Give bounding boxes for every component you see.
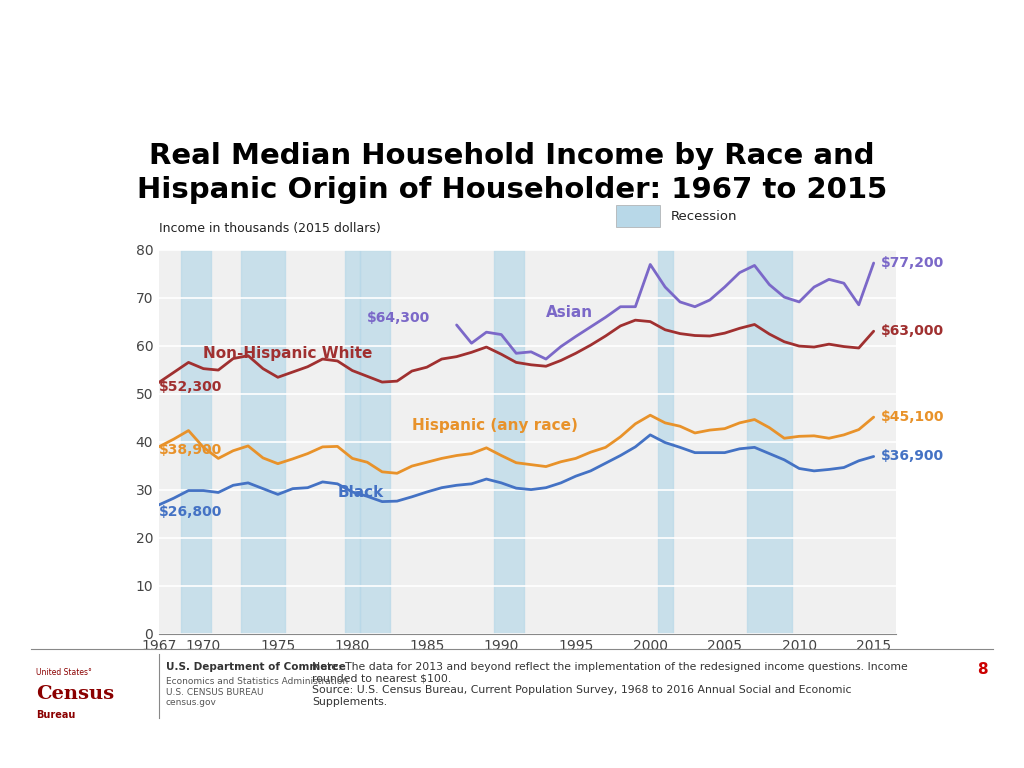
Text: $77,200: $77,200 bbox=[881, 256, 944, 270]
Text: $52,300: $52,300 bbox=[159, 380, 222, 394]
Text: Non-Hispanic White: Non-Hispanic White bbox=[204, 346, 373, 361]
FancyBboxPatch shape bbox=[615, 205, 660, 227]
Bar bbox=[181, 250, 211, 634]
Bar bbox=[241, 250, 286, 634]
Text: Hispanic (any race): Hispanic (any race) bbox=[412, 418, 578, 432]
Text: Recession: Recession bbox=[671, 210, 737, 223]
Text: Asian: Asian bbox=[546, 305, 593, 319]
Bar bbox=[657, 250, 673, 634]
Text: Economics and Statistics Administration
U.S. CENSUS BUREAU
census.gov: Economics and Statistics Administration … bbox=[166, 677, 348, 707]
Text: $45,100: $45,100 bbox=[881, 410, 944, 424]
Text: Census: Census bbox=[36, 685, 114, 703]
Text: Real Median Household Income by Race and
Hispanic Origin of Householder: 1967 to: Real Median Household Income by Race and… bbox=[137, 142, 887, 204]
Text: $64,300: $64,300 bbox=[368, 310, 430, 325]
Text: $26,800: $26,800 bbox=[159, 505, 222, 519]
Text: Note: The data for 2013 and beyond reflect the implementation of the redesigned : Note: The data for 2013 and beyond refle… bbox=[312, 662, 908, 707]
Bar bbox=[494, 250, 523, 634]
Text: Bureau: Bureau bbox=[36, 710, 75, 720]
Text: U.S. Department of Commerce: U.S. Department of Commerce bbox=[166, 662, 346, 672]
Bar bbox=[748, 250, 792, 634]
Text: Black: Black bbox=[338, 485, 384, 500]
Text: $63,000: $63,000 bbox=[881, 324, 944, 338]
Text: United States°: United States° bbox=[36, 668, 92, 677]
Text: $36,900: $36,900 bbox=[881, 449, 944, 463]
Bar bbox=[345, 250, 359, 634]
Text: 8: 8 bbox=[978, 662, 988, 677]
Text: Income in thousands (2015 dollars): Income in thousands (2015 dollars) bbox=[159, 222, 381, 235]
Text: $38,900: $38,900 bbox=[159, 442, 222, 457]
Bar bbox=[359, 250, 389, 634]
